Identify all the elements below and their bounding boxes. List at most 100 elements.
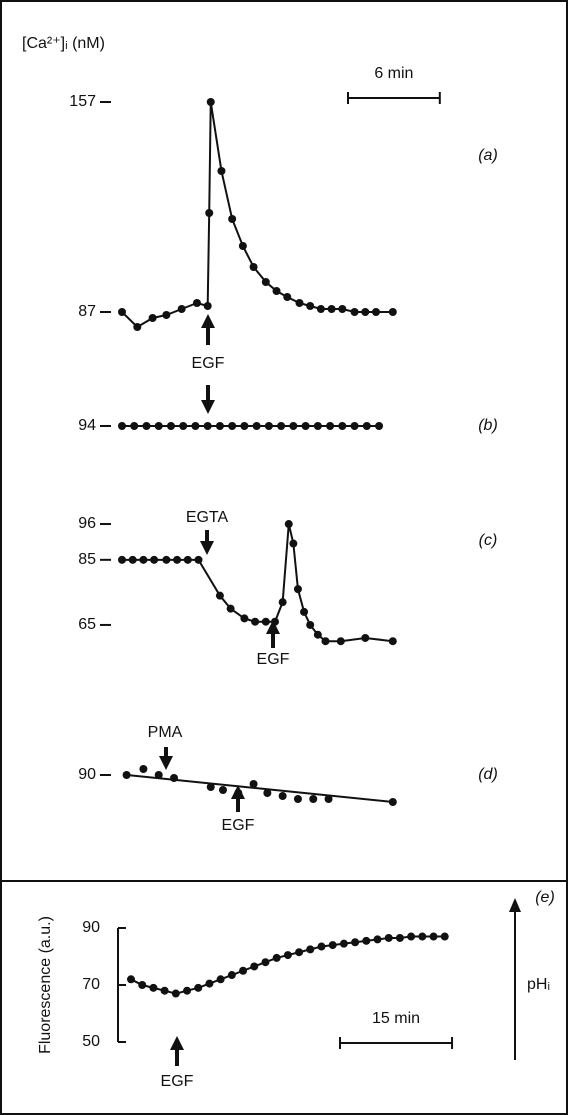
data-point: [191, 422, 200, 430]
data-point: [418, 932, 427, 941]
annotation: EGF: [192, 355, 225, 372]
data-point: [238, 242, 247, 250]
data-point: [313, 422, 322, 430]
data-point: [127, 975, 135, 984]
data-point: [139, 555, 148, 564]
data-point: [261, 278, 270, 286]
data-point: [226, 604, 235, 613]
data-point: [234, 789, 243, 797]
data-point: [179, 422, 188, 430]
panel-label: (d): [478, 766, 498, 783]
data-point: [316, 305, 325, 313]
data-point: [177, 305, 186, 313]
data-point: [278, 792, 287, 800]
data-point: [203, 302, 212, 310]
data-point: [295, 948, 304, 957]
data-point: [429, 932, 438, 941]
data-point: [215, 591, 224, 600]
data-point: [250, 962, 259, 971]
y-axis-label: [Ca²⁺]ᵢ (nM): [22, 35, 105, 52]
data-point: [317, 942, 326, 951]
data-line: [121, 101, 393, 329]
data-point: [263, 789, 272, 797]
data-point: [249, 780, 258, 788]
y-tick-label: 87: [78, 303, 96, 320]
data-point: [324, 795, 333, 803]
data-point: [295, 299, 304, 307]
data-point: [252, 422, 261, 430]
data-point: [192, 299, 201, 307]
panel-label: (c): [479, 532, 498, 549]
data-point: [278, 598, 287, 607]
data-point: [162, 555, 171, 564]
data-point: [205, 209, 214, 217]
data-point: [272, 287, 281, 295]
data-point: [306, 620, 315, 629]
data-point: [306, 302, 315, 310]
data-point: [206, 98, 215, 106]
data-point: [277, 422, 286, 430]
data-point: [261, 958, 270, 967]
data-point: [284, 520, 293, 529]
data-point: [194, 983, 203, 992]
y-tick-label: 157: [69, 93, 96, 110]
data-point: [249, 263, 258, 271]
data-point: [375, 422, 384, 430]
panel-frame: [0, 0, 568, 882]
data-point: [227, 971, 236, 980]
data-point: [183, 555, 192, 564]
data-point: [170, 774, 179, 782]
panel-frame: [0, 880, 568, 1115]
panel-label: (e): [535, 889, 555, 906]
annotation: EGF: [222, 817, 255, 834]
data-line: [130, 935, 445, 995]
data-point: [313, 630, 322, 639]
data-point: [327, 305, 336, 313]
annotation: PMA: [148, 724, 183, 741]
data-point: [362, 936, 371, 945]
data-point: [239, 966, 248, 975]
data-point: [283, 951, 292, 960]
data-point: [293, 795, 302, 803]
data-point: [171, 989, 180, 998]
data-point: [395, 933, 404, 942]
data-point: [300, 607, 309, 616]
y-tick-label: 90: [78, 766, 96, 783]
data-point: [194, 555, 203, 564]
data-point: [228, 215, 237, 223]
data-point: [118, 422, 126, 430]
y-tick-label: 85: [78, 551, 96, 568]
panel-label: (a): [478, 147, 498, 164]
data-point: [361, 308, 370, 316]
data-point: [228, 422, 237, 430]
y-axis-label: Fluorescence (a.u.): [37, 916, 54, 1054]
data-point: [306, 945, 315, 954]
data-point: [160, 986, 169, 995]
data-point: [261, 617, 270, 626]
data-point: [240, 422, 249, 430]
data-point: [301, 422, 310, 430]
data-point: [130, 422, 139, 430]
scale-bar-label: 15 min: [372, 1010, 420, 1027]
data-point: [388, 308, 397, 316]
y-tick-label: 94: [78, 417, 96, 434]
data-point: [150, 555, 159, 564]
data-point: [133, 323, 142, 331]
y-tick-label: 90: [82, 919, 100, 936]
data-point: [388, 798, 397, 806]
data-point: [118, 555, 126, 564]
data-point: [338, 305, 347, 313]
data-point: [371, 308, 380, 316]
data-point: [162, 311, 171, 319]
data-point: [139, 765, 148, 773]
data-point: [122, 771, 131, 779]
data-point: [240, 614, 249, 623]
data-point: [338, 422, 347, 430]
data-point: [289, 422, 298, 430]
annotation: EGF: [257, 651, 290, 668]
annotation: EGF: [161, 1073, 194, 1090]
data-point: [362, 422, 371, 430]
data-point: [264, 422, 273, 430]
y-tick-label: 70: [82, 976, 100, 993]
